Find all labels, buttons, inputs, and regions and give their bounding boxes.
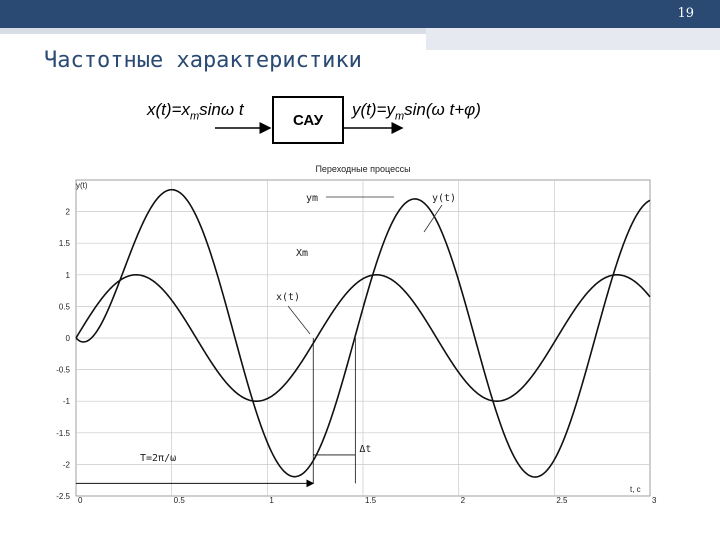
x-tick-label: 3 [652,496,657,505]
y-tick-label: 1.5 [59,239,71,248]
annotation-xt: x(t) [276,292,300,303]
annotation-period: T=2π/ω [140,453,176,464]
y-axis-label: y(t) [76,181,88,190]
sau-block: САУ [272,96,344,144]
slide-title: Частотные характеристики [44,48,362,73]
y-tick-label: -1.5 [56,429,70,438]
yt-leader [423,204,443,233]
output-formula: y(t)=ymsin(ω t+φ) [352,100,481,123]
x-tick-label: 2.5 [556,496,568,505]
y-tick-label: 0.5 [59,302,71,311]
y-tick-label: 0 [66,334,71,343]
annotation-delta-t: Δt [359,444,371,455]
x-tick-label: 0 [78,496,83,505]
annotation-xm: Xm [296,248,308,259]
header-bar [0,0,720,28]
header-strip [0,28,720,34]
series-line-y [75,188,651,478]
x-tick-label: 0.5 [174,496,186,505]
chart: 0 0.5 1 1.5 2 2.5 3 2 1.5 1 0.5 0 -0.5 -1 -1.5 -2 -2.5 Пе… [56,164,657,505]
input-formula: x(t)=xmsinω t [147,100,244,123]
y-tick-label: 2 [66,208,71,217]
header-tab [426,28,720,50]
chart-title: Переходные процессы [315,164,410,174]
xt-leader [287,305,311,335]
y-tick-label: -0.5 [56,366,70,375]
series-line-x [75,273,651,403]
y-tick-label: -2.5 [56,492,70,501]
y-tick-label: -1 [63,397,71,406]
x-tick-label: 2 [461,496,466,505]
x-tick-label: 1.5 [365,496,377,505]
y-tick-label: 1 [66,271,71,280]
annotation-ym: ym [306,193,318,204]
x-axis-label: t, c [630,485,641,494]
y-tick-label: -2 [63,460,71,469]
page-number: 19 [677,6,694,21]
x-tick-label: 1 [269,496,274,505]
annotation-yt: y(t) [432,193,456,204]
